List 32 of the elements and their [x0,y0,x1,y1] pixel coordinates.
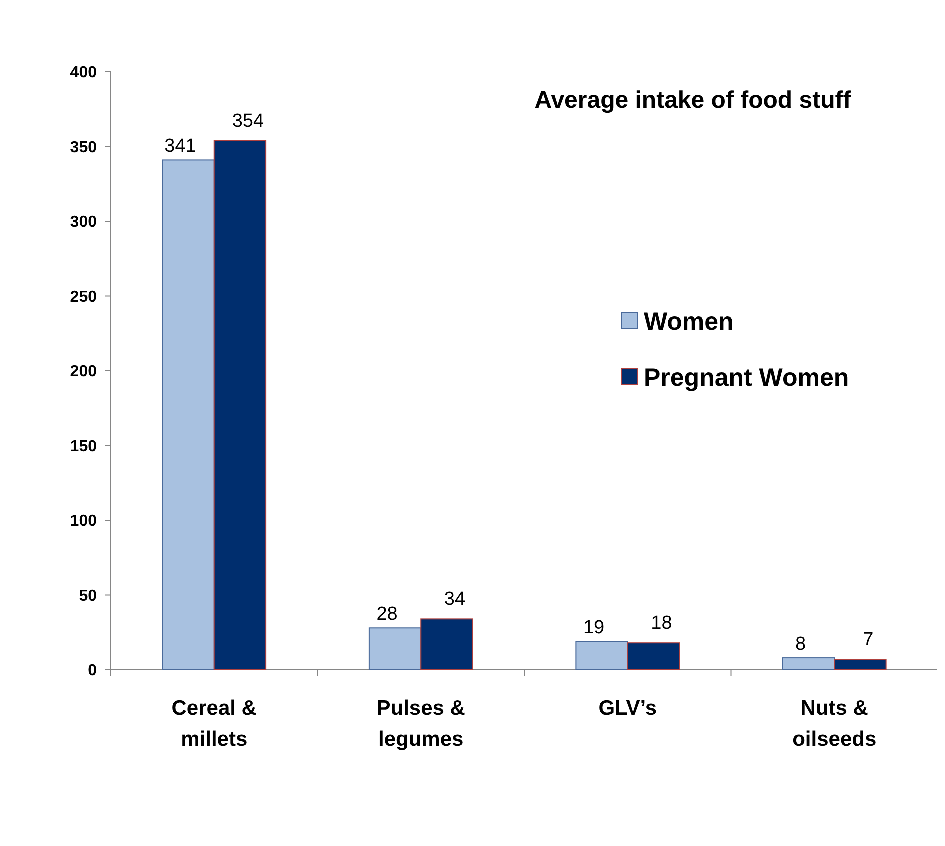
y-tick-label: 250 [70,288,98,306]
y-tick-label: 400 [70,64,98,82]
bar [214,140,267,670]
y-tick-label: 0 [88,662,98,680]
bar [834,659,887,670]
y-tick-label: 200 [70,364,98,381]
bar [420,618,474,670]
text: Average intake of food stuff [534,87,852,114]
data-label: 341 [164,136,196,158]
y-tick-label: 50 [79,588,98,605]
bar [368,628,422,670]
x-tick-label: GLV’s [598,697,658,720]
y-tick-label: 300 [70,214,98,232]
x-tick-label: Nuts & oilseeds [792,697,877,751]
data-label: 7 [863,630,874,651]
data-label: 28 [376,604,398,626]
data-label: 34 [444,589,466,610]
bar [576,641,628,670]
legend-label: Pregnant Women [644,364,850,392]
x-tick-label: Pulses & legumes [376,697,466,751]
bar [782,658,836,670]
y-tick-label: 150 [70,438,98,456]
bar [162,160,215,670]
data-label: 8 [795,634,806,656]
data-label: 354 [232,110,264,132]
legend-label: Women [644,308,734,336]
y-tick-label: 350 [70,139,98,156]
bar [627,642,680,670]
data-label: 19 [583,618,605,639]
x-tick-label: Cereal & millets [172,697,257,751]
y-tick-label: 100 [70,513,98,530]
data-label: 18 [651,613,672,634]
